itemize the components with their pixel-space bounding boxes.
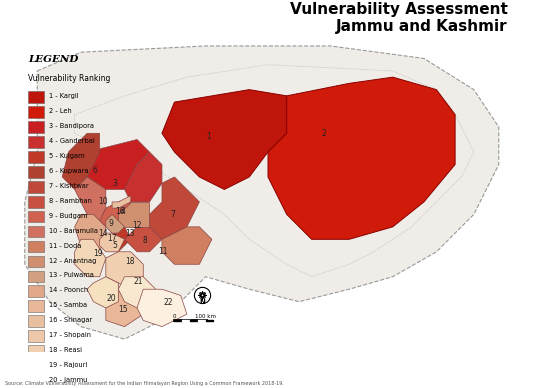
Text: 20: 20 <box>106 294 116 303</box>
Text: 3: 3 <box>113 179 117 188</box>
Text: 9: 9 <box>108 219 113 228</box>
Text: 100 km: 100 km <box>195 314 216 319</box>
FancyBboxPatch shape <box>28 136 44 148</box>
FancyBboxPatch shape <box>28 166 44 178</box>
Text: 2: 2 <box>322 129 326 138</box>
Text: 21: 21 <box>133 277 143 286</box>
FancyBboxPatch shape <box>28 375 44 387</box>
Text: 12: 12 <box>132 221 142 230</box>
FancyBboxPatch shape <box>28 331 44 342</box>
Polygon shape <box>25 46 499 339</box>
Polygon shape <box>75 177 106 221</box>
FancyBboxPatch shape <box>28 225 44 237</box>
Text: 6: 6 <box>92 166 97 175</box>
Text: 19: 19 <box>94 249 103 258</box>
Polygon shape <box>118 202 150 227</box>
Text: 7 - Kishtwar: 7 - Kishtwar <box>49 183 89 189</box>
Text: 4: 4 <box>121 207 126 216</box>
Text: 22: 22 <box>163 298 173 307</box>
Text: 17: 17 <box>107 234 117 242</box>
Text: 17 - Shopain: 17 - Shopain <box>49 333 92 338</box>
Text: 20 - Jammu: 20 - Jammu <box>49 377 88 383</box>
FancyBboxPatch shape <box>28 300 44 312</box>
Text: 11: 11 <box>159 247 168 256</box>
Text: 18 - Reasi: 18 - Reasi <box>49 347 83 353</box>
Text: Vulnerability Ranking: Vulnerability Ranking <box>28 74 111 83</box>
Text: N: N <box>199 300 205 305</box>
Text: 13 - Pulwama: 13 - Pulwama <box>49 272 94 279</box>
FancyBboxPatch shape <box>28 106 44 118</box>
Polygon shape <box>268 77 455 239</box>
Polygon shape <box>112 196 131 208</box>
FancyBboxPatch shape <box>28 121 44 133</box>
Text: 15: 15 <box>118 305 128 314</box>
Text: 9 - Budgam: 9 - Budgam <box>49 213 88 218</box>
Polygon shape <box>124 227 162 252</box>
Polygon shape <box>106 215 124 233</box>
FancyBboxPatch shape <box>28 91 44 103</box>
Text: 8 - Rambhan: 8 - Rambhan <box>49 197 92 204</box>
FancyBboxPatch shape <box>28 270 44 282</box>
FancyBboxPatch shape <box>28 196 44 208</box>
Polygon shape <box>106 289 143 327</box>
Text: 1: 1 <box>206 132 211 141</box>
Text: 12 - Anantnag: 12 - Anantnag <box>49 258 97 263</box>
FancyBboxPatch shape <box>28 256 44 267</box>
Text: 10 - Baramulla: 10 - Baramulla <box>49 228 99 234</box>
Text: 4 - Ganderbal: 4 - Ganderbal <box>49 138 95 144</box>
Polygon shape <box>118 277 156 308</box>
Polygon shape <box>100 233 124 252</box>
FancyBboxPatch shape <box>28 315 44 327</box>
Text: 6 - Kupwara: 6 - Kupwara <box>49 168 89 174</box>
Polygon shape <box>137 289 187 327</box>
Text: 18: 18 <box>125 256 135 266</box>
FancyBboxPatch shape <box>28 286 44 297</box>
Text: Spatial Representation of District Level
Vulnerability Assessment
Jammu and Kash: Spatial Representation of District Level… <box>168 0 508 35</box>
Polygon shape <box>100 202 131 227</box>
Text: 5: 5 <box>113 241 117 250</box>
Text: 8: 8 <box>142 236 147 245</box>
Text: 13: 13 <box>125 229 135 237</box>
Polygon shape <box>162 90 287 189</box>
Text: Source: Climate Vulnerability Assessment for the Indian Himalayan Region Using a: Source: Climate Vulnerability Assessment… <box>5 381 284 386</box>
Polygon shape <box>87 277 118 308</box>
Text: 16 - Srinagar: 16 - Srinagar <box>49 317 93 324</box>
Text: 10: 10 <box>98 197 108 206</box>
Text: 15 - Samba: 15 - Samba <box>49 302 87 308</box>
FancyBboxPatch shape <box>28 360 44 372</box>
Polygon shape <box>106 227 131 252</box>
Text: 1 - Kargil: 1 - Kargil <box>49 93 79 99</box>
FancyBboxPatch shape <box>28 151 44 163</box>
Text: 11 - Doda: 11 - Doda <box>49 242 82 249</box>
Text: 7: 7 <box>171 210 176 219</box>
Text: 14 - Poonch: 14 - Poonch <box>49 288 88 293</box>
Text: 3 - Bandipora: 3 - Bandipora <box>49 123 94 129</box>
Text: 0: 0 <box>173 314 176 319</box>
Polygon shape <box>124 152 162 202</box>
Text: 5 - Kulgam: 5 - Kulgam <box>49 153 85 159</box>
Polygon shape <box>75 239 106 277</box>
FancyBboxPatch shape <box>28 241 44 253</box>
FancyBboxPatch shape <box>28 211 44 222</box>
Polygon shape <box>162 227 212 264</box>
FancyBboxPatch shape <box>28 181 44 192</box>
Text: 19 - Rajouri: 19 - Rajouri <box>49 362 88 368</box>
Polygon shape <box>62 133 100 189</box>
Text: 16: 16 <box>115 207 124 216</box>
Text: 2 - Leh: 2 - Leh <box>49 108 72 114</box>
FancyBboxPatch shape <box>28 345 44 357</box>
Polygon shape <box>75 215 106 252</box>
Polygon shape <box>150 177 199 239</box>
Text: 14: 14 <box>98 229 108 237</box>
Polygon shape <box>106 252 143 289</box>
Polygon shape <box>87 140 150 189</box>
Text: LEGEND: LEGEND <box>28 55 79 64</box>
